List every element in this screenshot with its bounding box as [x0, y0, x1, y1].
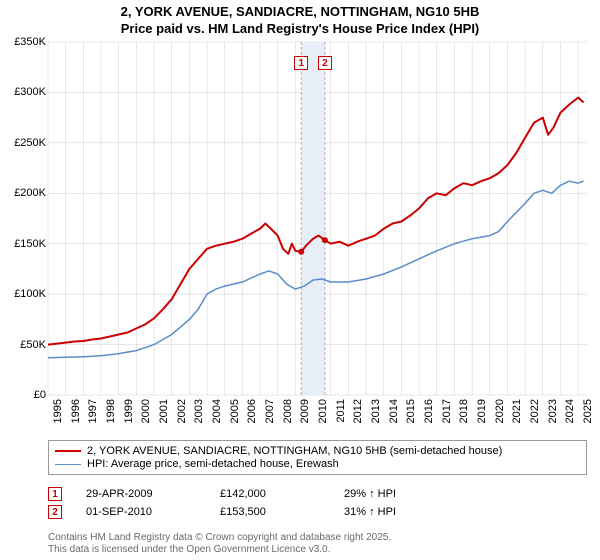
x-tick-label: 2015	[405, 399, 417, 437]
sale-row-1: 1 29-APR-2009 £142,000 29% ↑ HPI	[48, 487, 587, 501]
chart-container: 2, YORK AVENUE, SANDIACRE, NOTTINGHAM, N…	[0, 0, 600, 560]
x-tick-label: 2000	[140, 399, 152, 437]
x-tick-label: 2016	[423, 399, 435, 437]
x-tick-label: 2014	[388, 399, 400, 437]
x-tick-label: 2006	[246, 399, 258, 437]
sale-row-2: 2 01-SEP-2010 £153,500 31% ↑ HPI	[48, 505, 587, 519]
x-tick-label: 1998	[105, 399, 117, 437]
x-tick-label: 2022	[529, 399, 541, 437]
x-tick-label: 2025	[582, 399, 594, 437]
y-tick-label: £100K	[0, 288, 46, 300]
sale-hpi-2: 31% ↑ HPI	[344, 506, 454, 518]
sale-date-1: 29-APR-2009	[86, 488, 196, 500]
x-tick-label: 2002	[176, 399, 188, 437]
x-tick-label: 2010	[317, 399, 329, 437]
y-tick-label: £300K	[0, 86, 46, 98]
footer-line-2: This data is licensed under the Open Gov…	[48, 544, 587, 556]
x-tick-label: 2017	[441, 399, 453, 437]
x-tick-label: 2024	[564, 399, 576, 437]
legend-swatch-2	[55, 464, 81, 465]
sale-hpi-1: 29% ↑ HPI	[344, 488, 454, 500]
chart-svg	[48, 42, 587, 395]
x-tick-label: 2019	[476, 399, 488, 437]
x-tick-label: 2008	[282, 399, 294, 437]
x-tick-label: 2013	[370, 399, 382, 437]
x-tick-label: 1999	[123, 399, 135, 437]
highlight-band	[301, 42, 325, 395]
chart-title: 2, YORK AVENUE, SANDIACRE, NOTTINGHAM, N…	[0, 0, 600, 38]
x-tick-label: 2021	[511, 399, 523, 437]
x-tick-label: 2018	[458, 399, 470, 437]
x-tick-label: 1997	[87, 399, 99, 437]
footer-line-1: Contains HM Land Registry data © Crown c…	[48, 532, 587, 544]
y-tick-label: £350K	[0, 36, 46, 48]
sale-price-2: £153,500	[220, 506, 320, 518]
x-tick-label: 2001	[158, 399, 170, 437]
x-tick-label: 2003	[193, 399, 205, 437]
x-tick-label: 1996	[70, 399, 82, 437]
legend-label-2: HPI: Average price, semi-detached house,…	[87, 458, 339, 470]
footer: Contains HM Land Registry data © Crown c…	[48, 532, 587, 556]
sale-rows: 1 29-APR-2009 £142,000 29% ↑ HPI 2 01-SE…	[48, 487, 587, 523]
x-tick-label: 2009	[299, 399, 311, 437]
sale-badge-2: 2	[48, 505, 62, 519]
legend-row-2: HPI: Average price, semi-detached house,…	[55, 458, 580, 470]
y-tick-label: £50K	[0, 339, 46, 351]
x-tick-label: 1995	[52, 399, 64, 437]
x-tick-label: 2011	[335, 399, 347, 437]
sale-date-2: 01-SEP-2010	[86, 506, 196, 518]
title-line-2: Price paid vs. HM Land Registry's House …	[0, 21, 600, 38]
x-tick-label: 2007	[264, 399, 276, 437]
x-tick-label: 2023	[547, 399, 559, 437]
y-tick-label: £0	[0, 389, 46, 401]
legend-label-1: 2, YORK AVENUE, SANDIACRE, NOTTINGHAM, N…	[87, 445, 502, 457]
x-tick-label: 2005	[229, 399, 241, 437]
title-line-1: 2, YORK AVENUE, SANDIACRE, NOTTINGHAM, N…	[0, 4, 600, 21]
x-tick-label: 2004	[211, 399, 223, 437]
plot-marker-badge: 1	[294, 56, 308, 70]
y-tick-label: £250K	[0, 137, 46, 149]
y-tick-label: £200K	[0, 187, 46, 199]
plot-marker-badge: 2	[318, 56, 332, 70]
x-tick-label: 2012	[352, 399, 364, 437]
legend-swatch-1	[55, 450, 81, 452]
legend-row-1: 2, YORK AVENUE, SANDIACRE, NOTTINGHAM, N…	[55, 445, 580, 457]
legend-box: 2, YORK AVENUE, SANDIACRE, NOTTINGHAM, N…	[48, 440, 587, 475]
y-tick-label: £150K	[0, 238, 46, 250]
sale-price-1: £142,000	[220, 488, 320, 500]
plot-area: 12	[48, 42, 587, 395]
x-tick-label: 2020	[494, 399, 506, 437]
sale-badge-1: 1	[48, 487, 62, 501]
